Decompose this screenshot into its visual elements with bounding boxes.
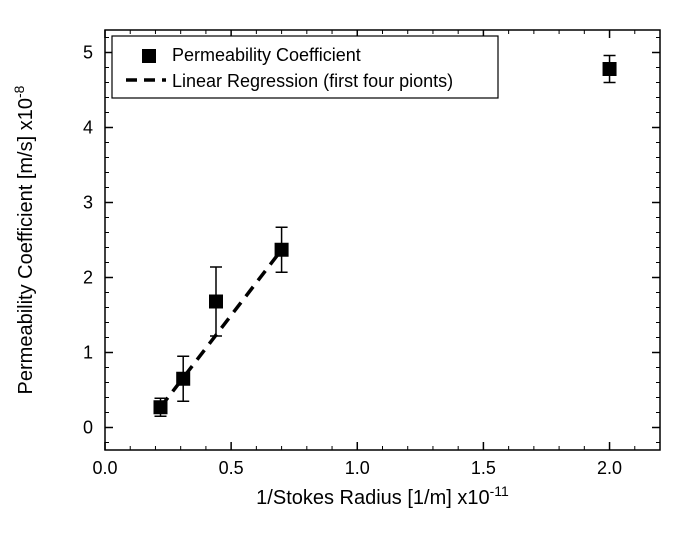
ytick-label: 4 (83, 118, 93, 138)
xtick-label: 0.5 (219, 458, 244, 478)
ytick-label: 0 (83, 418, 93, 438)
ytick-label: 1 (83, 343, 93, 363)
chart-svg: 0.0 0.5 1.0 1.5 2.0 0 1 2 3 4 5 Permeability Coeffi… (0, 0, 700, 546)
xtick-label: 2.0 (597, 458, 622, 478)
xtick-label: 1.5 (471, 458, 496, 478)
legend-label-regression: Linear Regression (first four pionts) (172, 71, 453, 91)
chart-container: 0.0 0.5 1.0 1.5 2.0 0 1 2 3 4 5 Permeability Coeffi… (0, 0, 700, 546)
ytick-label: 2 (83, 268, 93, 288)
ytick-label: 5 (83, 43, 93, 63)
xtick-label: 0.0 (92, 458, 117, 478)
ylabel: Permeability Coefficient [m/s] x10-8 (11, 85, 37, 394)
ytick-label: 3 (83, 193, 93, 213)
xlabel: 1/Stokes Radius [1/m] x10-11 (256, 483, 509, 509)
legend-label-permeability: Permeability Coefficient (172, 45, 361, 65)
xtick-label: 1.0 (345, 458, 370, 478)
